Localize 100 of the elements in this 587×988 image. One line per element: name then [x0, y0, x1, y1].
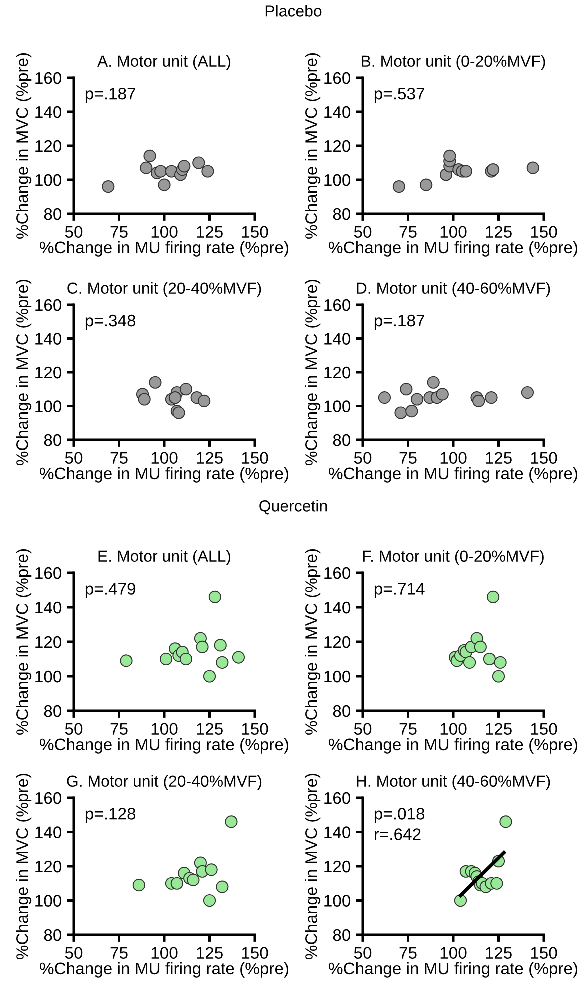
- point: [521, 386, 534, 400]
- point: [138, 393, 151, 406]
- point: [232, 651, 246, 664]
- x-tick-label: 50: [354, 723, 372, 736]
- chart-title: A. Motor unit (ALL): [98, 55, 231, 70]
- y-tick-label: 120: [324, 860, 351, 873]
- x-tick-label: 150: [242, 947, 268, 960]
- x-tick-label: 125: [486, 947, 512, 960]
- y-tick-label: 120: [36, 636, 62, 648]
- point: [500, 816, 512, 828]
- x-tick-label: 50: [65, 723, 83, 736]
- x-tick-label: 75: [400, 723, 417, 736]
- x-tick-label: 75: [110, 723, 128, 736]
- x-tick-label: 75: [400, 452, 417, 464]
- x-tick-label: 100: [152, 226, 178, 238]
- point: [160, 652, 173, 666]
- y-tick-label: 120: [324, 636, 351, 648]
- x-tick-label: 100: [440, 452, 467, 464]
- y-tick-label: 120: [36, 366, 62, 379]
- x-tick-label: 125: [486, 226, 512, 238]
- y-tick-label: 160: [324, 567, 351, 580]
- x-axis-title: %Change in MU firing rate (%pre): [329, 738, 578, 754]
- point: [196, 640, 209, 654]
- point: [406, 405, 418, 418]
- point: [208, 590, 222, 604]
- x-tick-label: 100: [152, 723, 178, 736]
- annotation: p=.537: [374, 88, 424, 104]
- chart-title: F. Motor unit (0-20%MVF): [363, 550, 544, 566]
- x-tick-label: 75: [110, 452, 128, 464]
- x-tick-label: 125: [197, 226, 223, 238]
- y-tick-label: 100: [36, 895, 62, 907]
- x-tick-label: 100: [440, 226, 467, 238]
- point: [216, 880, 229, 894]
- point: [205, 864, 218, 876]
- y-tick-label: 80: [44, 705, 62, 718]
- annotation: p=.348: [86, 314, 136, 330]
- annotation: p=.187: [86, 88, 136, 104]
- annotation: p=.479: [86, 583, 136, 598]
- x-axis-title: %Change in MU firing rate (%pre): [40, 241, 289, 257]
- point: [140, 162, 153, 174]
- y-tick-label: 120: [36, 860, 62, 873]
- point: [102, 180, 115, 194]
- x-tick-label: 50: [354, 452, 372, 464]
- point: [192, 156, 206, 170]
- y-tick-label: 100: [324, 400, 351, 412]
- point: [494, 656, 507, 669]
- y-tick-label: 140: [324, 602, 351, 614]
- text: Placebo: [266, 5, 322, 17]
- x-tick-label: 75: [110, 226, 128, 238]
- x-tick-label: 125: [486, 452, 512, 464]
- x-tick-label: 50: [354, 226, 372, 238]
- point: [411, 393, 424, 406]
- y-tick-label: 80: [333, 705, 351, 718]
- point: [454, 894, 468, 908]
- y-tick-label: 140: [324, 106, 351, 118]
- y-tick-label: 140: [324, 826, 351, 838]
- x-tick-label: 150: [531, 452, 558, 464]
- y-tick-label: 100: [36, 174, 62, 186]
- point: [394, 406, 408, 420]
- x-axis-title: %Change in MU firing rate (%pre): [40, 962, 289, 978]
- y-tick-label: 160: [324, 72, 351, 84]
- point: [485, 392, 498, 404]
- y-tick-label: 100: [324, 174, 351, 186]
- y-tick-label: 100: [324, 670, 351, 683]
- text: Quercetin: [260, 500, 328, 515]
- y-tick-label: 80: [333, 434, 351, 446]
- y-axis-title: %Change in MVC (%pre): [305, 53, 321, 239]
- point: [490, 877, 504, 890]
- x-tick-label: 50: [354, 947, 372, 960]
- annotation: p=.187: [374, 314, 424, 330]
- x-tick-label: 150: [531, 723, 558, 736]
- point: [492, 670, 506, 683]
- point: [216, 656, 229, 669]
- x-tick-label: 50: [65, 226, 83, 238]
- x-tick-label: 75: [400, 226, 417, 238]
- point: [154, 165, 168, 178]
- point: [472, 394, 486, 408]
- chart-title: G. Motor unit (20-40%MVF): [67, 775, 262, 790]
- y-tick-label: 80: [44, 434, 62, 446]
- y-axis-title: %Change in MVC (%pre): [16, 280, 32, 466]
- y-axis-title: %Change in MVC (%pre): [305, 774, 321, 960]
- y-axis-title: %Change in MVC (%pre): [16, 549, 32, 735]
- point: [483, 652, 496, 666]
- x-tick-label: 150: [242, 723, 268, 736]
- chart-title: E. Motor unit (ALL): [98, 550, 231, 566]
- x-tick-label: 125: [197, 723, 223, 736]
- y-tick-label: 140: [36, 106, 62, 118]
- y-tick-label: 140: [36, 826, 62, 838]
- point: [178, 160, 191, 173]
- x-tick-label: 50: [65, 452, 83, 464]
- point: [463, 656, 476, 669]
- chart-title: C. Motor unit (20-40%MVF): [68, 282, 262, 298]
- point: [180, 383, 193, 396]
- point: [392, 180, 406, 194]
- x-tick-label: 75: [110, 947, 128, 960]
- point: [170, 877, 184, 890]
- y-tick-label: 160: [36, 299, 62, 312]
- y-axis-title: %Change in MVC (%pre): [16, 774, 32, 960]
- point: [400, 383, 413, 396]
- y-tick-label: 120: [36, 140, 62, 152]
